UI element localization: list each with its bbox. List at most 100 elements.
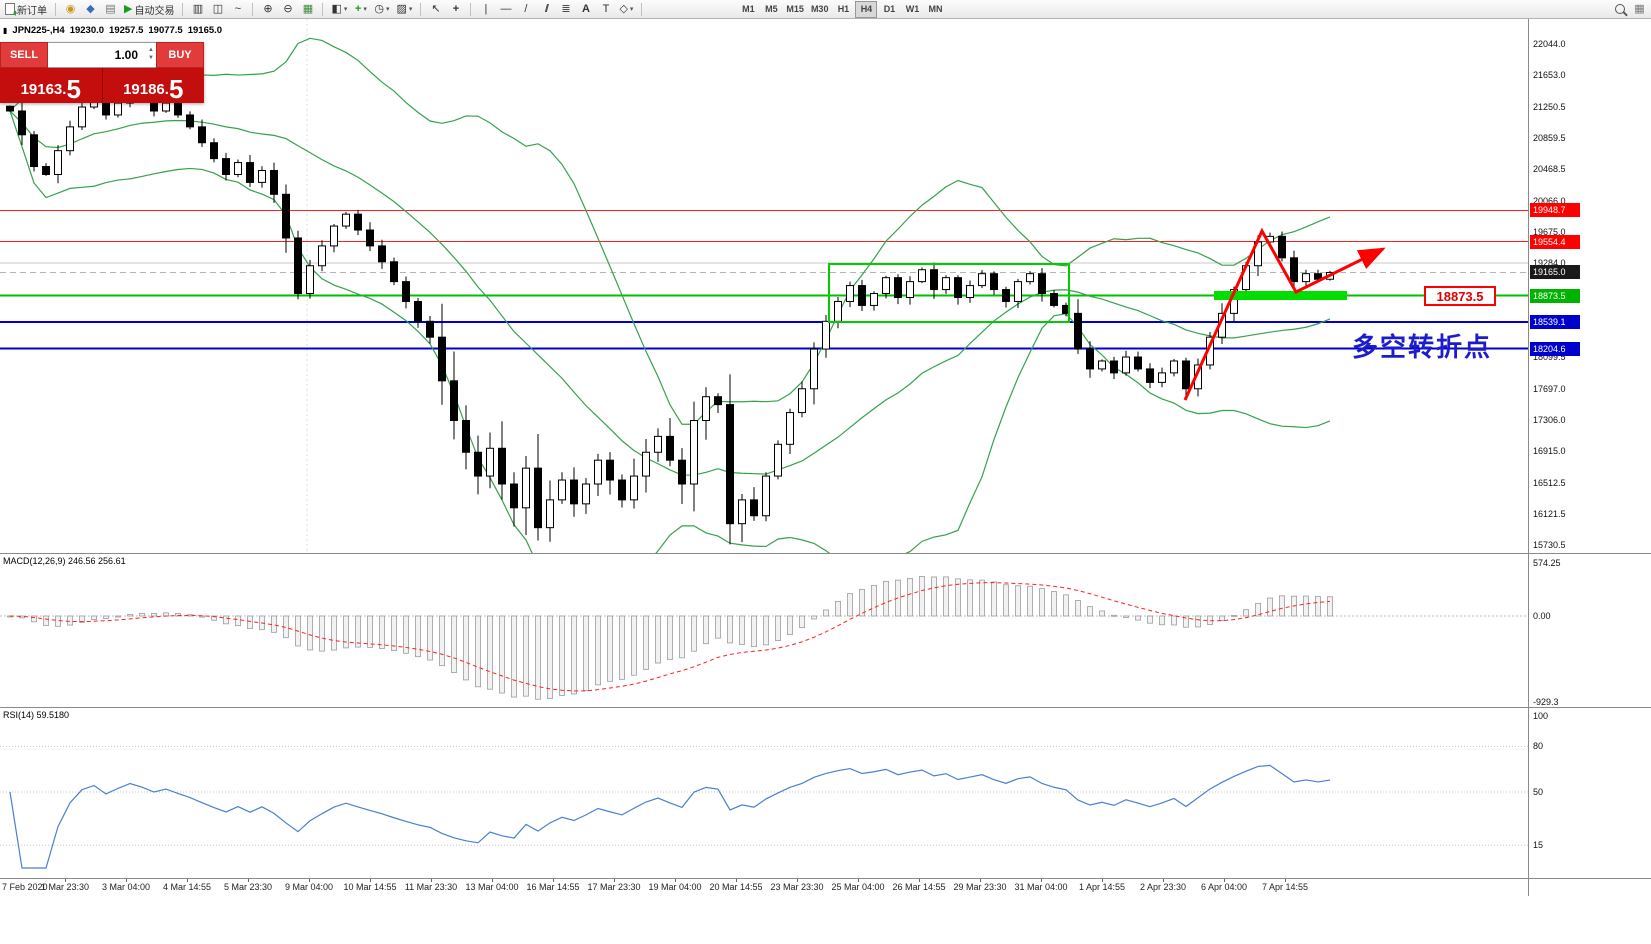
market-watch-button[interactable]: ◆	[81, 1, 100, 18]
time-axis-tick	[980, 879, 981, 882]
tile-windows-button[interactable]: ◧ ▾	[328, 1, 350, 18]
time-axis-tick	[187, 879, 188, 882]
timeframe-d1-button[interactable]: D1	[878, 1, 900, 18]
auto-trading-icon: ▶	[124, 2, 133, 15]
sell-price[interactable]: 19163. 5	[20, 73, 81, 104]
trendline-button[interactable]: /	[516, 1, 535, 18]
new-order-button[interactable]: 新订单	[2, 1, 50, 18]
ohlc-low: 19077.5	[148, 25, 183, 36]
timeframe-h1-button[interactable]: H1	[832, 1, 854, 18]
periods-button[interactable]: ◷ ▾	[371, 1, 392, 18]
timeframe-mn-button[interactable]: MN	[924, 1, 946, 18]
volume-stepper[interactable]: ▲ ▼	[48, 42, 156, 68]
fibonacci-icon: ≣	[561, 2, 571, 15]
time-axis-tick	[553, 879, 554, 882]
toolbar-separator	[182, 2, 184, 16]
support-bar	[1214, 291, 1347, 300]
macd-panel-chart[interactable]	[0, 553, 1528, 707]
time-axis-tick	[614, 879, 615, 882]
new-chart-button[interactable]: + ▾	[351, 1, 370, 18]
channel-button[interactable]: //	[536, 1, 555, 18]
pane-separator[interactable]	[0, 553, 1651, 554]
toolbar-separator	[55, 2, 56, 16]
zoom-out-icon: ⊖	[283, 2, 293, 15]
time-axis-label: 10 Mar 14:55	[343, 882, 397, 892]
trendline-icon: /	[524, 2, 528, 15]
chevron-down-icon: ▾	[629, 6, 634, 13]
time-axis-label: 25 Mar 04:00	[831, 882, 885, 892]
timeframe-m30-button[interactable]: M30	[808, 1, 832, 18]
trend-arrow	[1183, 227, 1386, 401]
horizontal-line-icon: —	[500, 2, 512, 15]
price-axis-label: 20066.0	[1533, 195, 1566, 206]
price-axis-label: 16121.5	[1533, 509, 1566, 520]
timeframe-m1-button[interactable]: M1	[737, 1, 759, 18]
one-click-trading-panel: SELL ▲ ▼ BUY 19163. 5 19186. 5	[0, 42, 204, 103]
horizontal-line-button[interactable]: —	[496, 1, 515, 18]
crosshair-button[interactable]: +	[446, 1, 465, 18]
price-axis-label: 17306.0	[1533, 415, 1566, 426]
workspace-button[interactable]: ▦	[1630, 1, 1649, 18]
rsi-axis-label: 100	[1533, 711, 1549, 721]
pane-separator[interactable]	[0, 707, 1651, 708]
cursor-button[interactable]: ↖	[426, 1, 445, 18]
turning-point-note[interactable]: 多空转折点	[1352, 332, 1493, 362]
volume-increase-button[interactable]: ▲	[148, 47, 154, 53]
time-axis-tick	[431, 879, 432, 882]
line-chart-button[interactable]: ~	[228, 1, 247, 18]
buy-button[interactable]: BUY	[156, 42, 204, 68]
price-axis-label: 17697.0	[1533, 384, 1566, 394]
symbol-icon: ▮	[3, 26, 8, 35]
price-axis-badge: 19554.4	[1530, 234, 1580, 249]
price-axis-badge: 18873.5	[1530, 288, 1580, 303]
candlesticks	[6, 84, 1334, 545]
zoom-out-button[interactable]: ⊖	[278, 1, 297, 18]
time-axis-tick	[65, 879, 66, 882]
price-flag-label[interactable]: 18873.5	[1424, 286, 1496, 306]
volume-decrease-button[interactable]: ▼	[148, 55, 154, 62]
indicators-icon: ◉	[65, 2, 76, 15]
toolbar-separator	[420, 2, 422, 16]
timeframe-m15-button[interactable]: M15	[783, 1, 807, 18]
grid-button[interactable]: ▦	[298, 1, 317, 18]
time-axis-tick	[797, 879, 798, 882]
zoom-in-icon: ⊕	[263, 2, 273, 15]
time-axis-label: 11 Mar 23:30	[404, 882, 458, 892]
zoom-in-button[interactable]: ⊕	[258, 1, 277, 18]
vertical-line-button[interactable]: |	[476, 1, 495, 18]
timeframe-h4-button[interactable]: H4	[855, 0, 878, 18]
rsi-line	[9, 764, 1331, 869]
timeframe-m5-button[interactable]: M5	[760, 1, 782, 18]
shapes-button[interactable]: ◇ ▾	[616, 1, 636, 18]
price-axis-badge: 19948.7	[1530, 203, 1580, 218]
candlestick-chart-button[interactable]: ◫	[208, 1, 227, 18]
ohlc-close: 19165.0	[187, 25, 223, 36]
time-axis-tick	[1163, 879, 1164, 882]
indicators-button[interactable]: ◉	[61, 1, 80, 18]
label-button[interactable]: T	[596, 1, 615, 18]
sell-button[interactable]: SELL	[0, 42, 48, 68]
buy-price[interactable]: 19186. 5	[101, 68, 205, 103]
fibonacci-button[interactable]: ≣	[556, 1, 575, 18]
terminal-button[interactable]: ▤	[101, 1, 120, 18]
time-axis-label: 7 Apr 14:55	[1261, 882, 1309, 892]
price-axis-badge: 18539.1	[1530, 315, 1580, 330]
timeframe-w1-button[interactable]: W1	[901, 1, 923, 18]
price-axis-label: 20468.5	[1533, 164, 1566, 175]
auto-trading-button[interactable]: ▶ 自动交易	[121, 1, 177, 18]
ohlc-open: 19230.0	[69, 25, 105, 36]
volume-input[interactable]	[48, 43, 156, 67]
chevron-down-icon: ▾	[343, 6, 348, 13]
templates-button[interactable]: ▨ ▾	[394, 1, 416, 18]
vertical-line-icon: |	[484, 2, 488, 15]
rsi-panel-chart[interactable]	[0, 707, 1528, 878]
templates-icon: ▨	[396, 2, 407, 15]
bar-chart-button[interactable]: ▥	[188, 1, 207, 18]
time-axis-tick	[248, 879, 249, 882]
time-axis-tick	[126, 879, 127, 882]
main-chart[interactable]	[0, 19, 1528, 553]
price-axis-label: 21250.5	[1533, 101, 1566, 112]
search-button[interactable]	[1610, 1, 1629, 18]
text-button[interactable]: A	[576, 1, 595, 18]
price-axis-border	[1528, 19, 1529, 896]
